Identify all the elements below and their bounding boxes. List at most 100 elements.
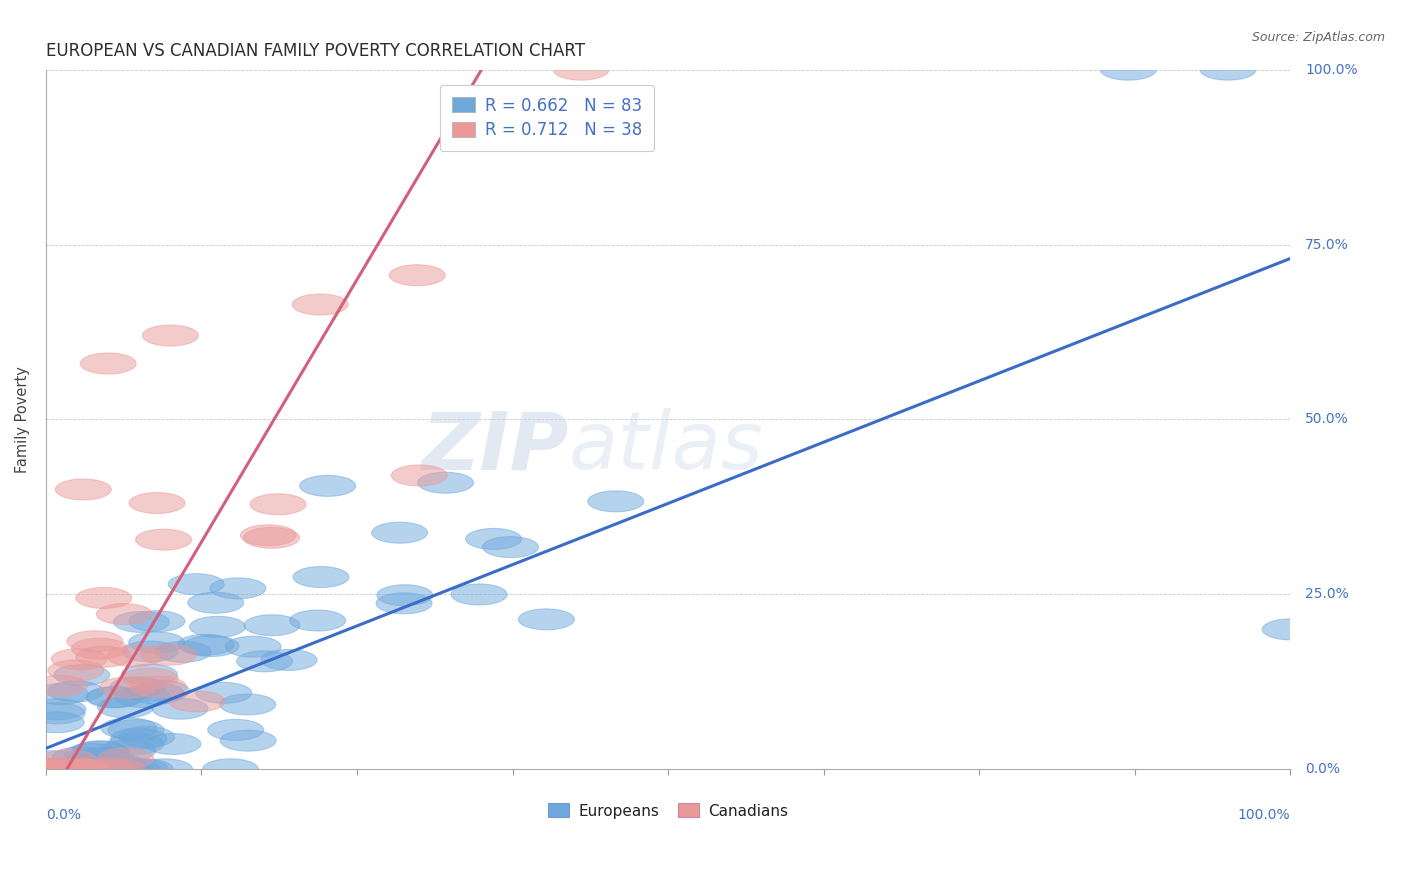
Ellipse shape: [141, 644, 197, 665]
Text: EUROPEAN VS CANADIAN FAMILY POVERTY CORRELATION CHART: EUROPEAN VS CANADIAN FAMILY POVERTY CORR…: [46, 42, 585, 60]
Ellipse shape: [24, 751, 80, 772]
Ellipse shape: [155, 641, 211, 662]
Ellipse shape: [292, 294, 349, 315]
Ellipse shape: [225, 636, 281, 657]
Ellipse shape: [39, 759, 96, 780]
Ellipse shape: [190, 616, 246, 637]
Ellipse shape: [117, 759, 173, 780]
Ellipse shape: [104, 759, 160, 780]
Ellipse shape: [389, 265, 446, 285]
Ellipse shape: [89, 759, 145, 780]
Ellipse shape: [100, 739, 156, 761]
Ellipse shape: [90, 754, 146, 774]
Ellipse shape: [55, 479, 111, 500]
Ellipse shape: [219, 694, 276, 715]
Ellipse shape: [24, 759, 80, 780]
Ellipse shape: [35, 759, 91, 780]
Ellipse shape: [67, 631, 122, 652]
Text: 75.0%: 75.0%: [1305, 237, 1348, 252]
Ellipse shape: [72, 638, 128, 659]
Ellipse shape: [375, 593, 432, 614]
Ellipse shape: [76, 759, 132, 780]
Ellipse shape: [134, 681, 190, 701]
Ellipse shape: [39, 759, 96, 780]
Ellipse shape: [48, 660, 104, 681]
Ellipse shape: [121, 665, 177, 685]
Text: Source: ZipAtlas.com: Source: ZipAtlas.com: [1251, 31, 1385, 45]
Ellipse shape: [451, 584, 508, 605]
Ellipse shape: [72, 741, 128, 762]
Ellipse shape: [128, 632, 184, 653]
Ellipse shape: [101, 718, 157, 739]
Text: 0.0%: 0.0%: [1305, 763, 1340, 776]
Ellipse shape: [221, 731, 276, 751]
Ellipse shape: [236, 651, 292, 672]
Ellipse shape: [110, 677, 166, 698]
Ellipse shape: [24, 759, 80, 780]
Ellipse shape: [122, 641, 177, 662]
Ellipse shape: [188, 592, 243, 613]
Ellipse shape: [52, 747, 108, 768]
Ellipse shape: [136, 759, 193, 780]
Ellipse shape: [58, 759, 112, 780]
Ellipse shape: [202, 759, 259, 780]
Text: 100.0%: 100.0%: [1237, 808, 1291, 822]
Ellipse shape: [145, 733, 201, 755]
Text: 50.0%: 50.0%: [1305, 412, 1348, 426]
Ellipse shape: [39, 759, 96, 780]
Text: atlas: atlas: [568, 409, 763, 486]
Ellipse shape: [32, 683, 89, 705]
Ellipse shape: [465, 528, 522, 549]
Ellipse shape: [112, 759, 169, 780]
Ellipse shape: [107, 646, 163, 666]
Ellipse shape: [100, 677, 156, 698]
Ellipse shape: [58, 759, 114, 780]
Ellipse shape: [292, 566, 349, 588]
Ellipse shape: [519, 609, 575, 630]
Ellipse shape: [73, 759, 129, 780]
Ellipse shape: [245, 615, 299, 636]
Ellipse shape: [129, 611, 186, 632]
Ellipse shape: [243, 527, 299, 549]
Ellipse shape: [48, 681, 104, 702]
Ellipse shape: [97, 697, 153, 718]
Ellipse shape: [1263, 619, 1319, 640]
Ellipse shape: [80, 751, 136, 772]
Ellipse shape: [73, 741, 129, 762]
Legend: Europeans, Canadians: Europeans, Canadians: [541, 797, 794, 824]
Ellipse shape: [208, 719, 264, 740]
Ellipse shape: [122, 668, 179, 689]
Ellipse shape: [108, 720, 165, 740]
Ellipse shape: [169, 574, 224, 595]
Text: 100.0%: 100.0%: [1305, 62, 1358, 77]
Ellipse shape: [97, 747, 153, 769]
Ellipse shape: [31, 675, 87, 697]
Ellipse shape: [76, 646, 132, 667]
Ellipse shape: [79, 759, 135, 780]
Ellipse shape: [24, 759, 80, 780]
Text: ZIP: ZIP: [422, 409, 568, 486]
Ellipse shape: [418, 472, 474, 493]
Ellipse shape: [135, 529, 191, 550]
Ellipse shape: [115, 687, 172, 707]
Ellipse shape: [195, 682, 252, 704]
Ellipse shape: [290, 610, 346, 631]
Ellipse shape: [209, 578, 266, 599]
Ellipse shape: [108, 733, 165, 755]
Ellipse shape: [80, 353, 136, 374]
Ellipse shape: [128, 683, 184, 704]
Ellipse shape: [299, 475, 356, 496]
Ellipse shape: [240, 524, 297, 546]
Ellipse shape: [377, 585, 433, 606]
Ellipse shape: [1199, 59, 1256, 80]
Ellipse shape: [262, 649, 318, 671]
Ellipse shape: [250, 494, 307, 515]
Text: 25.0%: 25.0%: [1305, 588, 1348, 601]
Ellipse shape: [75, 747, 131, 769]
Ellipse shape: [129, 492, 186, 514]
Ellipse shape: [69, 751, 125, 772]
Ellipse shape: [52, 759, 108, 780]
Ellipse shape: [28, 712, 84, 732]
Ellipse shape: [51, 759, 107, 780]
Ellipse shape: [87, 759, 143, 780]
